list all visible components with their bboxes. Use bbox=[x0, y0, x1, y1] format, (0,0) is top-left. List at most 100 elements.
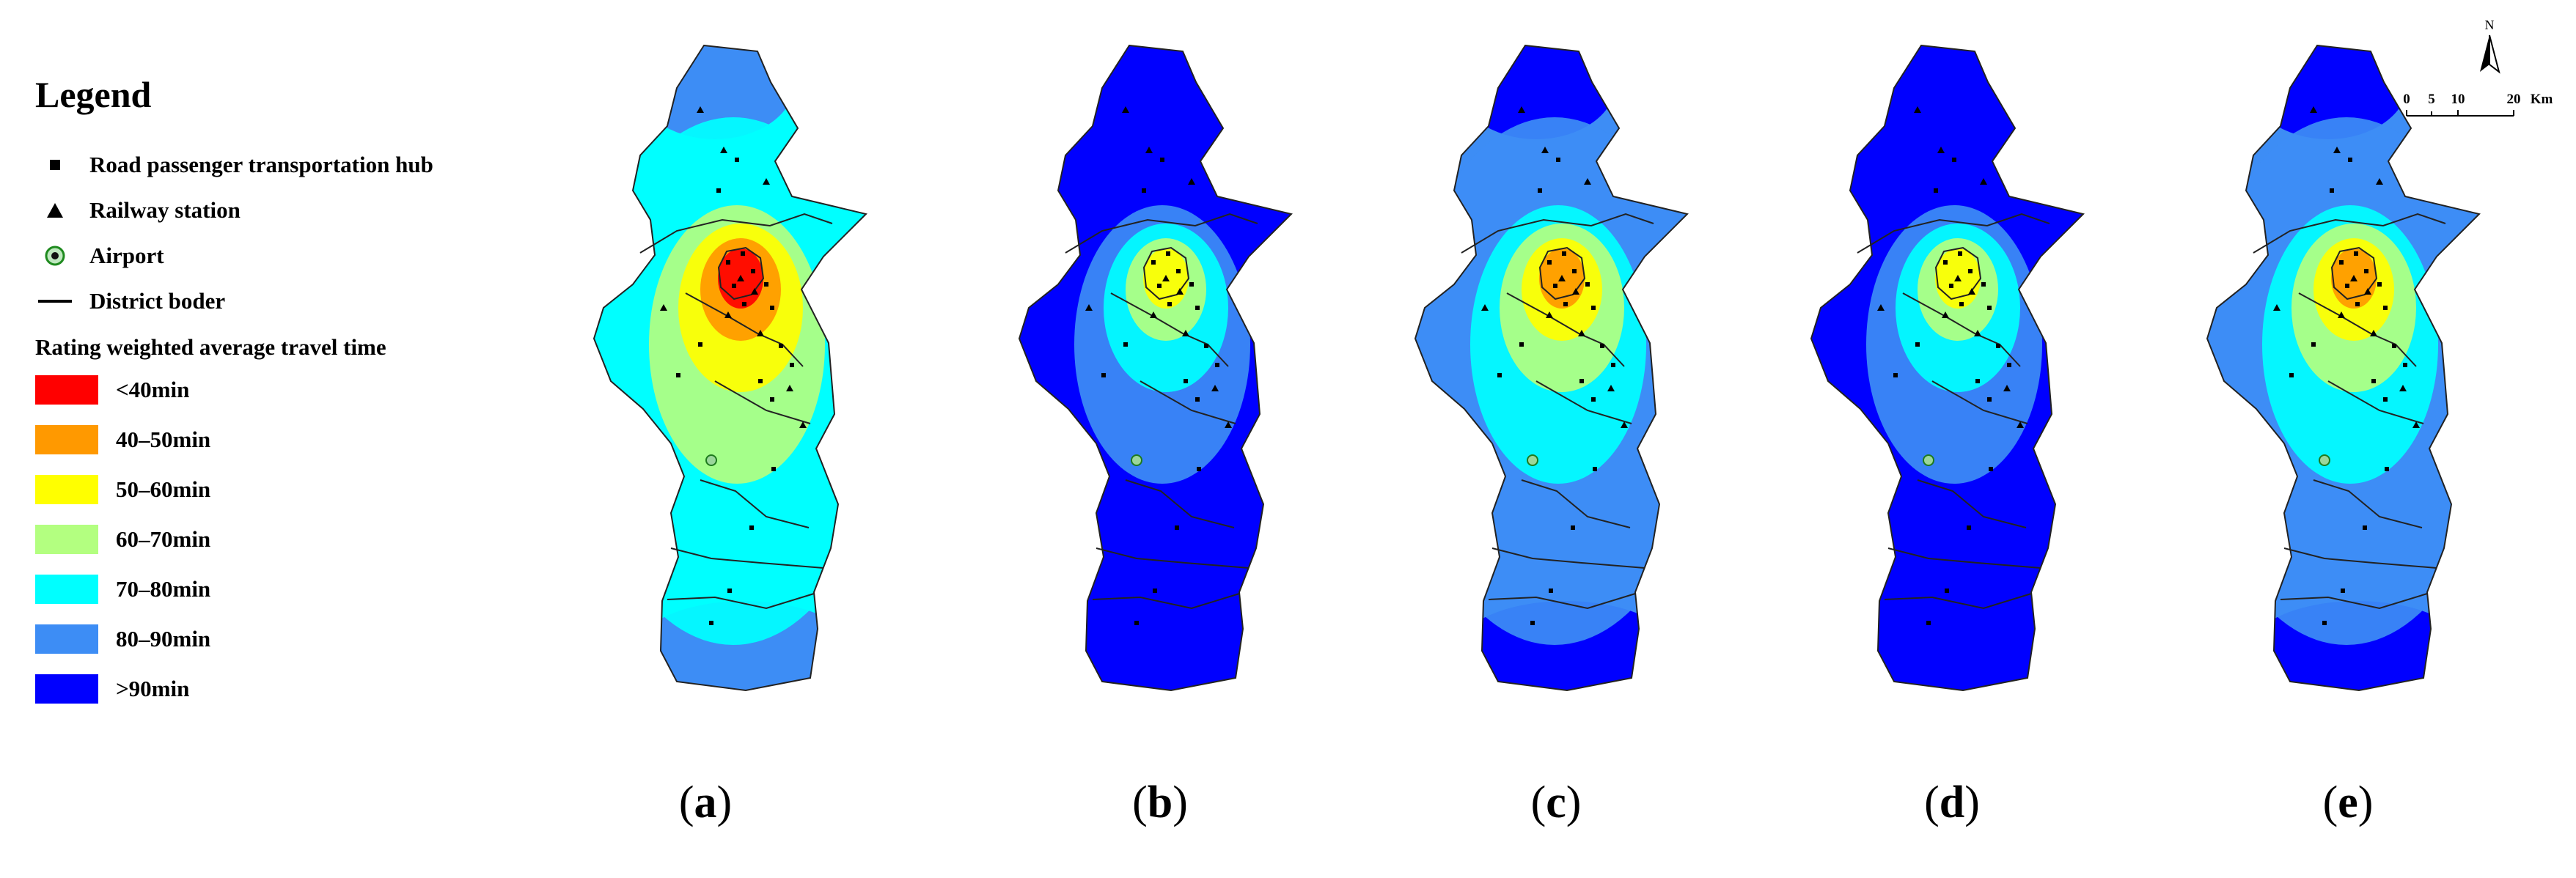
map-panels bbox=[592, 44, 2481, 692]
hub-marker bbox=[1215, 363, 1219, 367]
hub-marker bbox=[2339, 260, 2344, 265]
railway-marker bbox=[1182, 330, 1189, 336]
railway-marker bbox=[2338, 311, 2345, 318]
railway-marker bbox=[660, 304, 667, 311]
legend-item-hub: Road passenger transportation hub bbox=[29, 142, 499, 188]
hub-marker bbox=[1530, 621, 1535, 625]
line-icon bbox=[29, 287, 81, 316]
legend-item-label: District boder bbox=[89, 288, 226, 314]
railway-marker bbox=[1211, 385, 1219, 391]
railway-marker bbox=[2310, 106, 2317, 113]
railway-marker bbox=[1188, 178, 1195, 185]
legend-class-0: <40min bbox=[29, 365, 499, 415]
north-arrow-icon bbox=[2480, 34, 2500, 74]
hub-marker bbox=[1571, 525, 1575, 530]
railway-marker bbox=[1578, 330, 1585, 336]
railway-marker bbox=[1150, 311, 1157, 318]
legend-item-label: Road passenger transportation hub bbox=[89, 152, 433, 177]
railway-marker bbox=[1974, 330, 1981, 336]
railway-marker bbox=[2412, 421, 2420, 428]
legend-title: Legend bbox=[35, 74, 152, 115]
scale-unit: Km bbox=[2531, 92, 2553, 107]
hub-marker bbox=[1981, 282, 1986, 287]
hub-marker bbox=[2348, 158, 2352, 162]
hub-marker bbox=[742, 302, 746, 306]
hub-marker bbox=[1547, 260, 1552, 265]
legend-class-3: 60–70min bbox=[29, 514, 499, 564]
hub-marker bbox=[709, 621, 713, 625]
legend-class-label: 40–50min bbox=[116, 427, 211, 452]
hub-marker bbox=[1134, 621, 1139, 625]
legend-item-label: Airport bbox=[89, 243, 164, 268]
railway-marker bbox=[1176, 288, 1184, 295]
color-swatch bbox=[35, 575, 98, 604]
color-swatch bbox=[35, 475, 98, 504]
hub-marker bbox=[770, 397, 774, 402]
hub-marker bbox=[2322, 621, 2327, 625]
panel-label-b: (b) bbox=[1132, 778, 1188, 827]
hub-marker bbox=[1151, 260, 1156, 265]
legend-class-6: >90min bbox=[29, 664, 499, 714]
airport-marker bbox=[2319, 454, 2330, 466]
hub-marker bbox=[1600, 344, 1604, 348]
map-panel-d bbox=[1810, 44, 2085, 692]
railway-marker bbox=[1546, 311, 1553, 318]
north-label: N bbox=[2485, 18, 2495, 32]
hub-marker bbox=[1562, 251, 1566, 256]
map-panel-b bbox=[1018, 44, 1293, 692]
hub-marker bbox=[741, 251, 745, 256]
district-borders bbox=[639, 213, 833, 610]
railway-marker bbox=[1481, 304, 1489, 311]
hub-marker bbox=[2364, 269, 2368, 273]
map-panel-a bbox=[592, 44, 867, 692]
legend-class-label: 60–70min bbox=[116, 526, 211, 552]
hub-marker bbox=[676, 373, 680, 377]
hub-marker bbox=[1579, 379, 1584, 383]
legend-class-label: 80–90min bbox=[116, 626, 211, 652]
hub-marker bbox=[1167, 302, 1172, 306]
hub-marker bbox=[2289, 373, 2294, 377]
hub-marker bbox=[727, 589, 732, 593]
hub-marker bbox=[751, 269, 755, 273]
scale-ruler bbox=[2406, 110, 2514, 117]
railway-marker bbox=[1968, 288, 1975, 295]
railway-marker bbox=[1937, 147, 1945, 153]
hub-marker bbox=[779, 344, 783, 348]
legend-item-district: District boder bbox=[29, 278, 499, 324]
hub-marker bbox=[1204, 344, 1208, 348]
hub-marker bbox=[735, 158, 739, 162]
city-boundary bbox=[2206, 44, 2481, 692]
hub-marker bbox=[698, 342, 702, 347]
city-boundary bbox=[1414, 44, 1689, 692]
hub-marker bbox=[1195, 306, 1200, 310]
legend-class-label: 50–60min bbox=[116, 476, 211, 502]
railway-marker bbox=[1584, 178, 1591, 185]
legend-class-label: >90min bbox=[116, 676, 190, 701]
airport-marker bbox=[1131, 454, 1142, 466]
legend-item-airport: Airport bbox=[29, 233, 499, 278]
hub-marker bbox=[2311, 342, 2316, 347]
hub-marker bbox=[2330, 188, 2334, 193]
hub-marker bbox=[1943, 260, 1948, 265]
hub-marker bbox=[2341, 589, 2345, 593]
railway-marker bbox=[2273, 304, 2280, 311]
legend-class-label: <40min bbox=[116, 377, 190, 402]
railway-marker bbox=[2376, 178, 2383, 185]
district-borders bbox=[2253, 213, 2446, 610]
hub-marker bbox=[790, 363, 794, 367]
hub-marker bbox=[1556, 158, 1560, 162]
railway-marker bbox=[2350, 275, 2357, 281]
class-list: <40min 40–50min 50–60min 60–70min 70–80min 80… bbox=[29, 365, 499, 714]
hub-marker bbox=[1611, 363, 1615, 367]
hub-marker bbox=[2403, 363, 2407, 367]
hub-marker bbox=[1123, 342, 1128, 347]
hub-marker bbox=[1945, 589, 1949, 593]
scale-tick-0: 0 bbox=[2403, 92, 2410, 107]
hub-marker bbox=[1915, 342, 1920, 347]
hub-marker bbox=[1497, 373, 1502, 377]
district-borders bbox=[1857, 213, 2050, 610]
hub-marker bbox=[1585, 282, 1590, 287]
railway-marker bbox=[1572, 288, 1579, 295]
hub-marker bbox=[1968, 269, 1973, 273]
scale-bar: N 0 5 10 20 Km bbox=[2403, 18, 2553, 117]
